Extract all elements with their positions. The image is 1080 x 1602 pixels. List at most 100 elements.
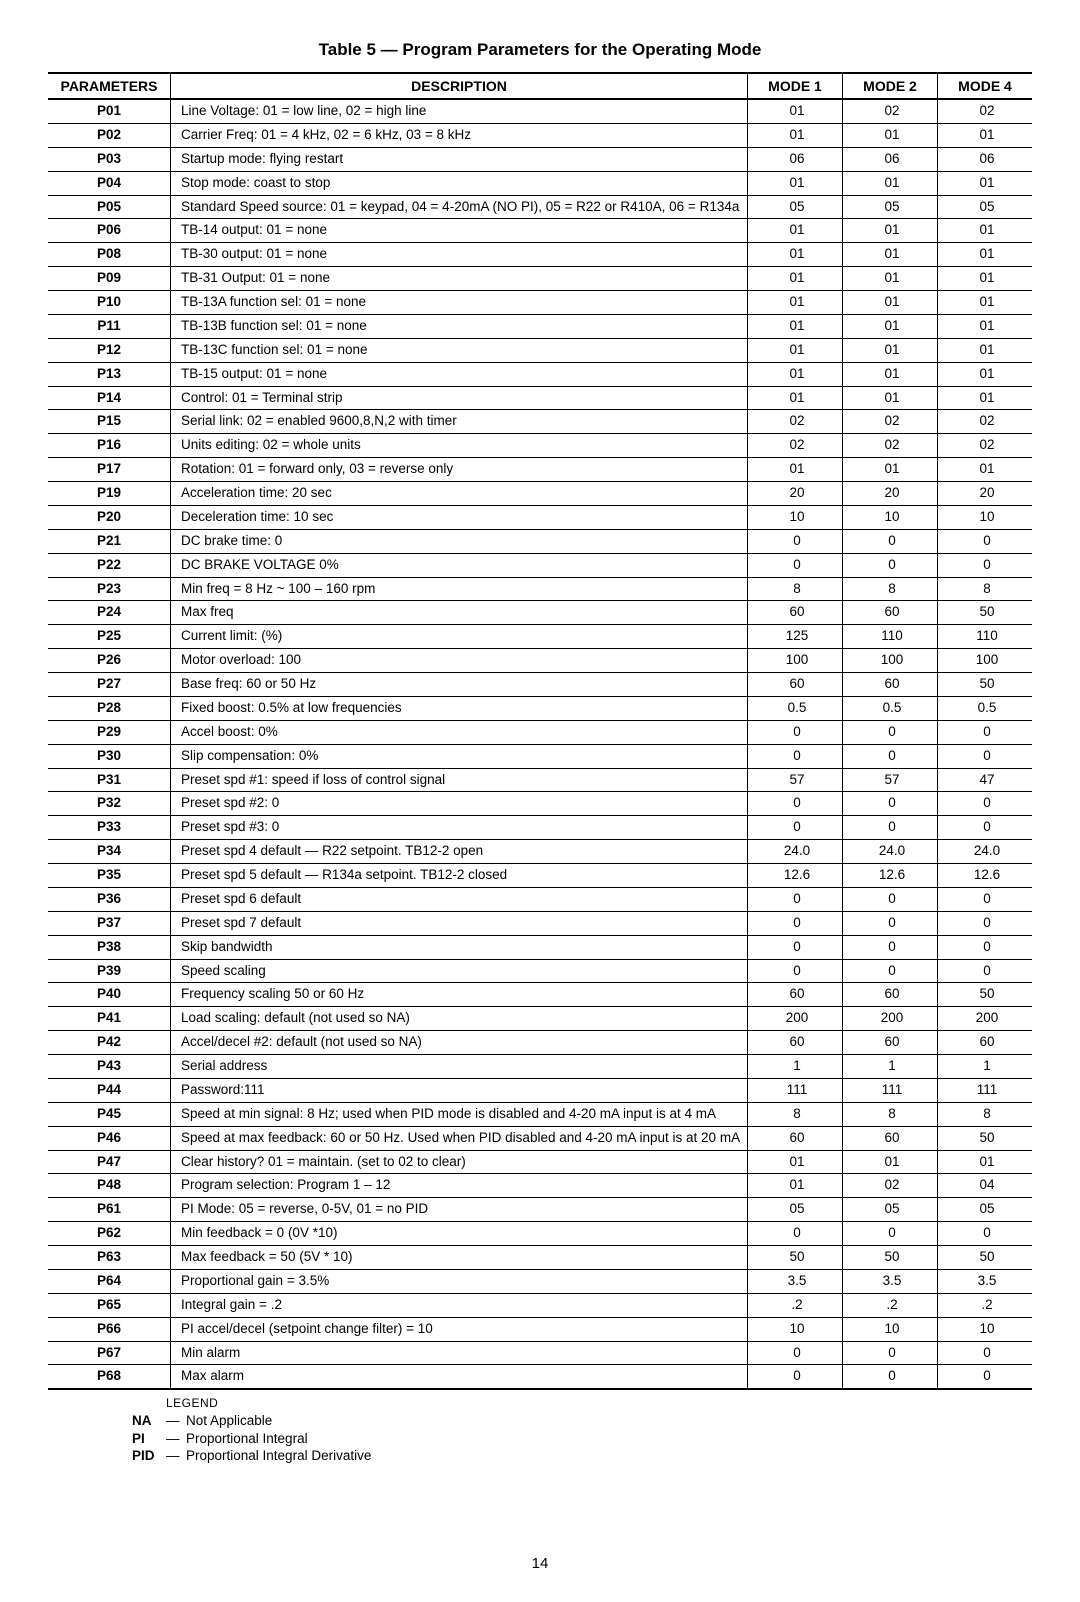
cell-mode1: 50 [748, 1246, 843, 1270]
cell-mode2: 10 [843, 1317, 938, 1341]
cell-mode4: 50 [938, 1246, 1033, 1270]
cell-param: P21 [48, 529, 171, 553]
cell-mode2: 12.6 [843, 864, 938, 888]
cell-param: P11 [48, 314, 171, 338]
cell-mode4: 47 [938, 768, 1033, 792]
cell-mode2: 50 [843, 1246, 938, 1270]
table-row: P65Integral gain = .2.2.2.2 [48, 1293, 1032, 1317]
cell-mode4: 0.5 [938, 696, 1033, 720]
table-row: P40Frequency scaling 50 or 60 Hz606050 [48, 983, 1032, 1007]
cell-mode4: 50 [938, 983, 1033, 1007]
table-row: P08TB-30 output: 01 = none010101 [48, 243, 1032, 267]
cell-param: P20 [48, 505, 171, 529]
cell-param: P09 [48, 267, 171, 291]
cell-mode2: 0 [843, 720, 938, 744]
cell-param: P48 [48, 1174, 171, 1198]
cell-mode2: 0.5 [843, 696, 938, 720]
cell-mode4: 01 [938, 219, 1033, 243]
table-row: P03Startup mode: flying restart060606 [48, 147, 1032, 171]
cell-desc: Preset spd 7 default [171, 911, 748, 935]
cell-mode1: 57 [748, 768, 843, 792]
cell-mode2: .2 [843, 1293, 938, 1317]
table-row: P67Min alarm000 [48, 1341, 1032, 1365]
cell-mode4: 100 [938, 649, 1033, 673]
cell-mode4: 01 [938, 123, 1033, 147]
cell-desc: Preset spd 6 default [171, 887, 748, 911]
legend-row: PID—Proportional Integral Derivative [132, 1447, 1032, 1465]
table-row: P36Preset spd 6 default000 [48, 887, 1032, 911]
cell-desc: Max alarm [171, 1365, 748, 1389]
cell-mode1: 0 [748, 720, 843, 744]
cell-desc: TB-13B function sel: 01 = none [171, 314, 748, 338]
cell-mode4: 05 [938, 1198, 1033, 1222]
cell-mode4: 8 [938, 577, 1033, 601]
cell-mode2: 110 [843, 625, 938, 649]
cell-mode1: 01 [748, 171, 843, 195]
cell-desc: Program selection: Program 1 – 12 [171, 1174, 748, 1198]
cell-mode4: 01 [938, 171, 1033, 195]
table-row: P68Max alarm000 [48, 1365, 1032, 1389]
cell-desc: Acceleration time: 20 sec [171, 482, 748, 506]
cell-desc: PI accel/decel (setpoint change filter) … [171, 1317, 748, 1341]
cell-mode4: 8 [938, 1102, 1033, 1126]
cell-mode2: 01 [843, 458, 938, 482]
cell-param: P05 [48, 195, 171, 219]
table-header-row: PARAMETERS DESCRIPTION MODE 1 MODE 2 MOD… [48, 73, 1032, 99]
table-row: P38Skip bandwidth000 [48, 935, 1032, 959]
cell-desc: Stop mode: coast to stop [171, 171, 748, 195]
cell-desc: Password:111 [171, 1078, 748, 1102]
cell-param: P06 [48, 219, 171, 243]
cell-param: P38 [48, 935, 171, 959]
cell-mode4: 0 [938, 792, 1033, 816]
legend-abbr: NA [132, 1412, 166, 1430]
cell-mode2: 10 [843, 505, 938, 529]
parameters-table: PARAMETERS DESCRIPTION MODE 1 MODE 2 MOD… [48, 72, 1032, 1390]
legend-dash: — [166, 1430, 186, 1448]
cell-param: P12 [48, 338, 171, 362]
cell-mode1: 60 [748, 983, 843, 1007]
cell-mode4: 01 [938, 338, 1033, 362]
cell-param: P19 [48, 482, 171, 506]
table-row: P13TB-15 output: 01 = none010101 [48, 362, 1032, 386]
cell-mode1: 01 [748, 123, 843, 147]
cell-desc: Frequency scaling 50 or 60 Hz [171, 983, 748, 1007]
cell-param: P62 [48, 1222, 171, 1246]
table-row: P64Proportional gain = 3.5%3.53.53.5 [48, 1269, 1032, 1293]
cell-desc: Base freq: 60 or 50 Hz [171, 673, 748, 697]
cell-mode1: 60 [748, 1031, 843, 1055]
legend-row: NA—Not Applicable [132, 1412, 1032, 1430]
table-row: P15Serial link: 02 = enabled 9600,8,N,2 … [48, 410, 1032, 434]
table-row: P44Password:111111111111 [48, 1078, 1032, 1102]
cell-desc: DC brake time: 0 [171, 529, 748, 553]
cell-desc: Motor overload: 100 [171, 649, 748, 673]
table-row: P05Standard Speed source: 01 = keypad, 0… [48, 195, 1032, 219]
cell-param: P68 [48, 1365, 171, 1389]
cell-mode1: 05 [748, 195, 843, 219]
cell-mode1: 12.6 [748, 864, 843, 888]
cell-desc: Current limit: (%) [171, 625, 748, 649]
legend-abbr: PI [132, 1430, 166, 1448]
table-row: P48Program selection: Program 1 – 120102… [48, 1174, 1032, 1198]
cell-param: P39 [48, 959, 171, 983]
legend-def: Proportional Integral Derivative [186, 1447, 371, 1465]
table-row: P23Min freq = 8 Hz ~ 100 – 160 rpm888 [48, 577, 1032, 601]
cell-mode1: 0 [748, 816, 843, 840]
cell-mode4: 20 [938, 482, 1033, 506]
cell-desc: Standard Speed source: 01 = keypad, 04 =… [171, 195, 748, 219]
cell-mode1: 60 [748, 601, 843, 625]
legend-def: Not Applicable [186, 1412, 272, 1430]
cell-param: P29 [48, 720, 171, 744]
cell-mode2: 0 [843, 959, 938, 983]
cell-mode1: 3.5 [748, 1269, 843, 1293]
table-row: P31Preset spd #1: speed if loss of contr… [48, 768, 1032, 792]
cell-mode4: 1 [938, 1055, 1033, 1079]
cell-mode2: 01 [843, 171, 938, 195]
cell-mode1: 0 [748, 887, 843, 911]
cell-desc: TB-15 output: 01 = none [171, 362, 748, 386]
cell-param: P61 [48, 1198, 171, 1222]
cell-mode4: 01 [938, 458, 1033, 482]
cell-param: P33 [48, 816, 171, 840]
cell-mode1: 200 [748, 1007, 843, 1031]
cell-mode2: 3.5 [843, 1269, 938, 1293]
cell-desc: Serial address [171, 1055, 748, 1079]
